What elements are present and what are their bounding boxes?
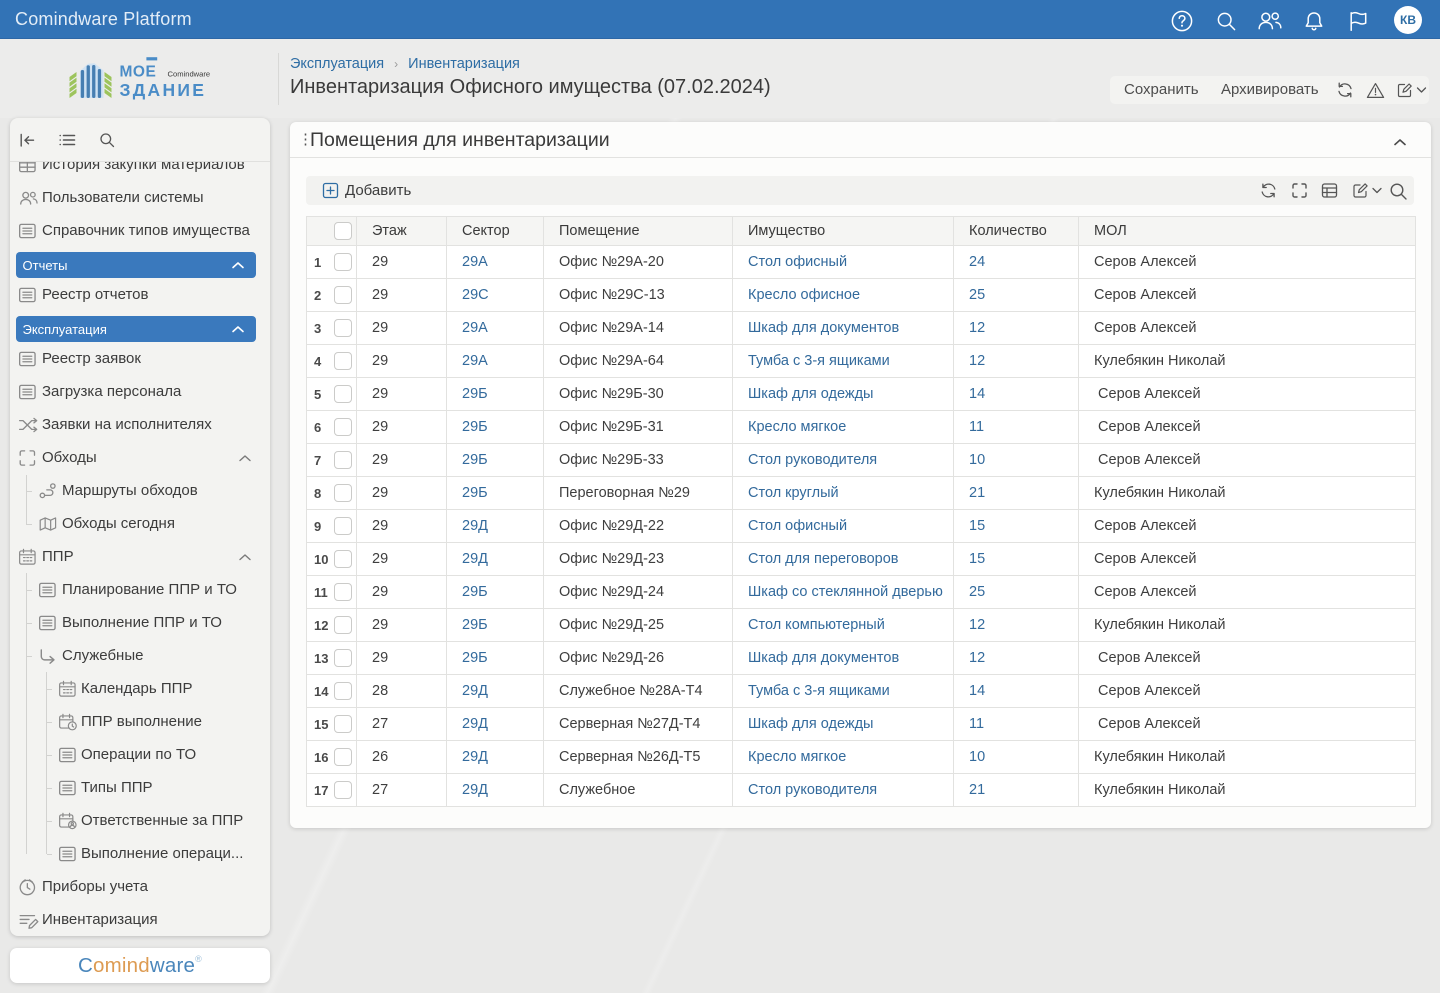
svg-text:МОЕ: МОЕ xyxy=(120,64,157,81)
svg-text:Comindware: Comindware xyxy=(168,70,211,79)
svg-text:ЗДАНИЕ: ЗДАНИЕ xyxy=(120,80,207,100)
